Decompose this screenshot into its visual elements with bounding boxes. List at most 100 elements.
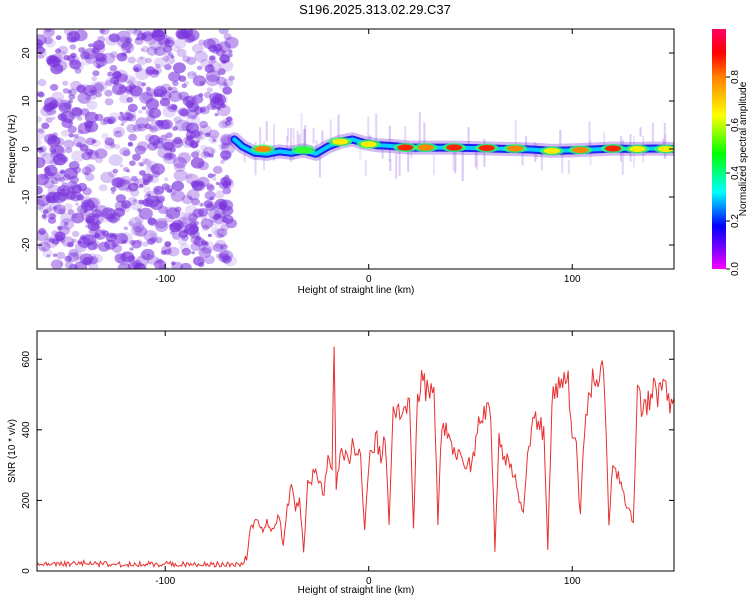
noise-blob <box>169 190 177 196</box>
noise-blob <box>185 173 199 185</box>
noise-blob <box>204 190 216 201</box>
noise-blob <box>155 63 161 69</box>
noise-blob <box>142 199 151 206</box>
spectral-streak <box>474 149 477 168</box>
noise-blob <box>191 198 200 206</box>
noise-blob <box>129 85 143 97</box>
noise-blob <box>161 250 168 255</box>
noise-blob <box>126 111 131 116</box>
y-tick-label: 20 <box>21 47 32 59</box>
noise-blob <box>68 94 76 100</box>
noise-blob <box>221 136 234 147</box>
noise-blob <box>129 160 136 166</box>
noise-blob <box>57 45 69 55</box>
spectrogram-y-label: Frequency (Hz) <box>7 115 18 184</box>
noise-blob <box>168 71 181 82</box>
noise-blob <box>85 137 96 146</box>
spectral-streak <box>292 127 295 161</box>
noise-blob <box>190 235 202 245</box>
noise-blob <box>139 170 146 176</box>
spectral-streak <box>298 134 301 153</box>
noise-blob <box>37 156 46 169</box>
noise-blob <box>212 93 227 106</box>
noise-blob <box>217 41 231 53</box>
noise-blob <box>125 88 133 95</box>
noise-blob <box>126 169 131 173</box>
noise-blob <box>165 132 173 139</box>
noise-blob <box>85 215 95 224</box>
spectral-streak <box>525 135 528 152</box>
noise-blob <box>154 220 169 232</box>
noise-blob <box>214 239 227 249</box>
noise-blob <box>156 137 164 144</box>
spectral-streak <box>318 153 321 178</box>
noise-blob <box>86 100 98 110</box>
spectral-peak <box>478 145 495 152</box>
noise-blob <box>200 240 208 246</box>
noise-blob <box>61 129 70 137</box>
noise-blob <box>82 48 97 60</box>
noise-blob <box>156 259 164 265</box>
noise-blob <box>52 58 61 65</box>
noise-blob <box>186 226 197 236</box>
noise-blob <box>223 82 228 87</box>
noise-blob <box>145 86 151 92</box>
noise-blob <box>109 142 116 148</box>
noise-blob <box>41 214 47 219</box>
spectral-streak <box>303 128 306 153</box>
noise-blob <box>160 134 168 141</box>
noise-blob <box>220 159 225 164</box>
noise-blob <box>155 188 160 193</box>
noise-blob <box>107 71 114 77</box>
noise-blob <box>122 149 131 157</box>
noise-blob <box>186 189 200 201</box>
noise-blob <box>177 216 191 228</box>
noise-blob <box>116 73 128 83</box>
noise-blob <box>37 39 44 49</box>
noise-blob <box>197 257 201 261</box>
noise-blob <box>66 180 78 190</box>
spectral-streak <box>559 129 562 145</box>
snr-y-label: SNR (10 * v/v) <box>7 419 18 483</box>
noise-blob <box>94 148 108 159</box>
noise-blob <box>155 236 163 244</box>
noise-blob <box>206 184 215 192</box>
noise-blob <box>53 153 68 166</box>
spectral-streak <box>375 113 378 146</box>
noise-blob <box>149 125 158 133</box>
noise-blob <box>116 90 123 95</box>
noise-blob <box>190 157 205 169</box>
spectral-peak <box>543 147 560 154</box>
noise-blob <box>149 127 154 131</box>
noise-blob <box>42 209 49 215</box>
snr-x-label: Height of straight line (km) <box>298 585 415 596</box>
spectral-peak <box>295 146 312 153</box>
noise-blob <box>134 178 146 189</box>
noise-blob <box>160 250 167 255</box>
noise-blob <box>215 181 220 186</box>
noise-blob <box>127 141 133 146</box>
noise-blob <box>186 56 197 65</box>
noise-blob <box>93 246 98 250</box>
noise-blob <box>53 174 61 181</box>
noise-blob <box>109 65 118 72</box>
noise-blob <box>193 106 203 114</box>
noise-blob <box>114 253 127 264</box>
noise-blob <box>107 118 114 125</box>
noise-blob <box>196 65 203 71</box>
noise-blob <box>208 63 213 67</box>
noise-blob <box>172 105 178 110</box>
noise-blob <box>121 118 127 124</box>
noise-blob <box>150 236 158 243</box>
noise-blob <box>62 88 70 94</box>
noise-blob <box>168 153 176 160</box>
noise-blob <box>111 191 115 195</box>
noise-blob <box>213 43 223 52</box>
noise-blob <box>111 215 117 220</box>
colorbar-gradient <box>712 29 726 269</box>
spectral-streak <box>567 160 570 174</box>
noise-blob <box>46 195 51 200</box>
noise-blob <box>73 61 84 71</box>
noise-blob <box>113 130 123 138</box>
spectral-streak <box>651 122 654 142</box>
